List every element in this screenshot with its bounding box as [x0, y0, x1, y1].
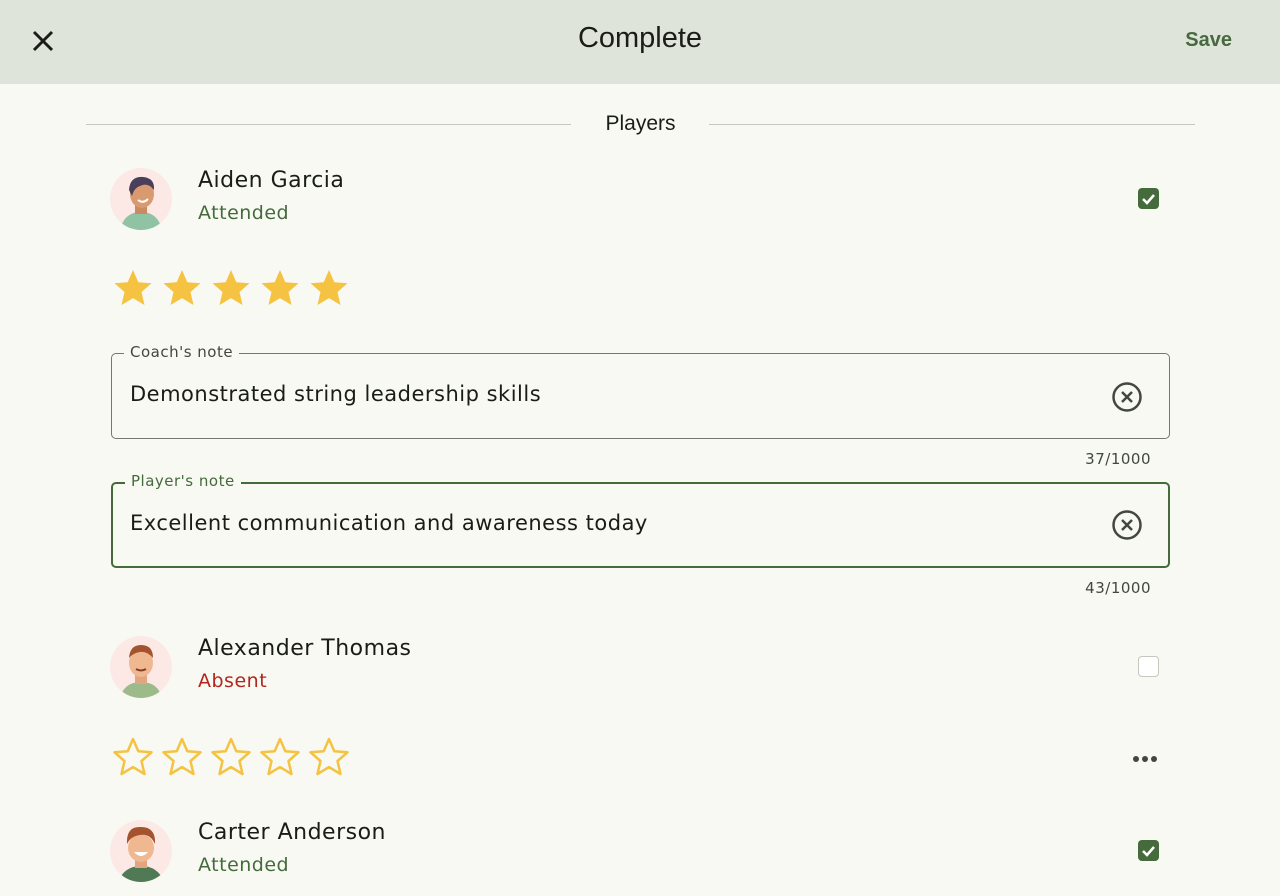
char-counter: 37/1000	[1085, 450, 1151, 468]
player-note-input[interactable]	[130, 511, 1070, 535]
field-label: Coach's note	[124, 343, 240, 361]
section-header: Players	[86, 112, 1195, 140]
clear-icon[interactable]	[1111, 509, 1143, 541]
star-filled-icon[interactable]	[162, 268, 202, 308]
star-filled-icon[interactable]	[113, 268, 153, 308]
player-name: Aiden Garcia	[198, 168, 345, 193]
char-counter: 43/1000	[1085, 579, 1151, 597]
clear-icon[interactable]	[1111, 381, 1143, 413]
save-button[interactable]: Save	[1185, 29, 1232, 51]
attendance-checkbox[interactable]	[1138, 840, 1159, 861]
divider	[86, 124, 571, 125]
player-name: Carter Anderson	[198, 820, 386, 845]
attendance-checkbox[interactable]	[1138, 188, 1159, 209]
more-options-icon[interactable]	[1133, 756, 1157, 762]
star-filled-icon[interactable]	[211, 268, 251, 308]
avatar	[110, 168, 172, 230]
page-title: Complete	[577, 22, 703, 54]
rating-stars[interactable]	[113, 737, 349, 777]
avatar	[110, 636, 172, 698]
rating-stars[interactable]	[113, 268, 349, 308]
close-icon[interactable]	[28, 26, 58, 56]
attendance-checkbox[interactable]	[1138, 656, 1159, 677]
player-note-field[interactable]: Player's note	[111, 472, 1170, 568]
star-outline-icon[interactable]	[162, 737, 202, 777]
star-outline-icon[interactable]	[260, 737, 300, 777]
avatar	[110, 820, 172, 882]
coach-note-field[interactable]: Coach's note	[111, 343, 1170, 439]
star-outline-icon[interactable]	[211, 737, 251, 777]
top-app-bar: Complete Save	[0, 0, 1280, 84]
coach-note-input[interactable]	[130, 382, 1070, 406]
attendance-status: Absent	[198, 670, 268, 692]
star-outline-icon[interactable]	[309, 737, 349, 777]
star-outline-icon[interactable]	[113, 737, 153, 777]
star-filled-icon[interactable]	[260, 268, 300, 308]
divider	[709, 124, 1195, 125]
field-label: Player's note	[125, 472, 241, 490]
star-filled-icon[interactable]	[309, 268, 349, 308]
section-title: Players	[605, 112, 676, 135]
player-name: Alexander Thomas	[198, 636, 412, 661]
attendance-status: Attended	[198, 202, 290, 224]
attendance-status: Attended	[198, 854, 290, 876]
